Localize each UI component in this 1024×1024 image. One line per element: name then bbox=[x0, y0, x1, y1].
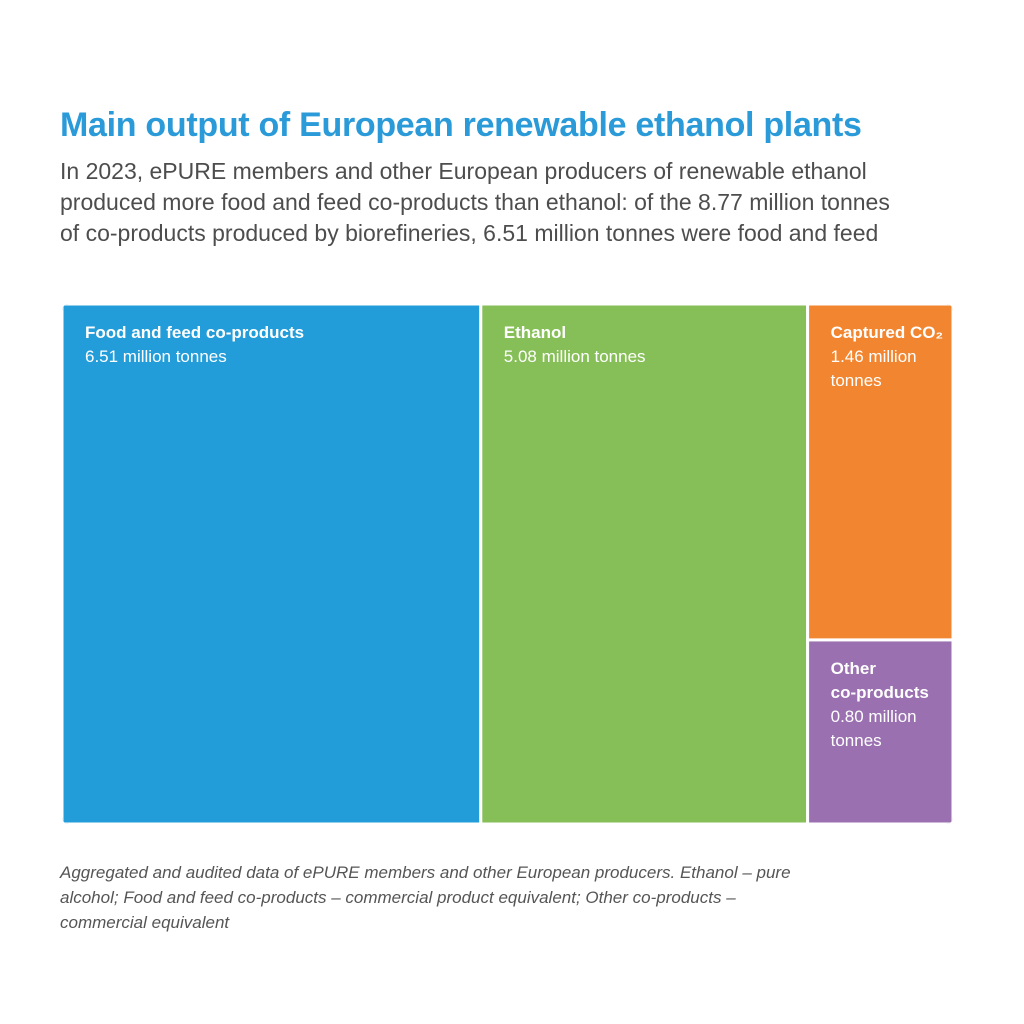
subtitle-line: produced more food and feed co-products … bbox=[60, 189, 890, 215]
footnote-line: Aggregated and audited data of ePURE mem… bbox=[60, 863, 791, 882]
tile-label-other-co-products: co-products bbox=[831, 683, 929, 702]
tile-value-captured-co: tonnes bbox=[831, 371, 882, 390]
chart-subtitle: In 2023, ePURE members and other Europea… bbox=[60, 156, 980, 249]
tile-other-co-products bbox=[806, 638, 953, 824]
tile-value-other-co-products: tonnes bbox=[831, 731, 882, 750]
tile-label-ethanol: Ethanol bbox=[504, 323, 566, 342]
tile-food-and-feed-co-products bbox=[62, 304, 483, 824]
tile-value-food-and-feed-co-products: 6.51 million tonnes bbox=[85, 347, 227, 366]
tile-value-captured-co: 1.46 million bbox=[831, 347, 917, 366]
chart-title: Main output of European renewable ethano… bbox=[60, 106, 862, 144]
footnote-line: alcohol; Food and feed co-products – com… bbox=[60, 888, 736, 907]
subtitle-line: of co-products produced by biorefineries… bbox=[60, 220, 879, 246]
tile-label-captured-co: Captured CO₂ bbox=[831, 323, 943, 342]
tile-value-other-co-products: 0.80 million bbox=[831, 707, 917, 726]
subtitle-line: In 2023, ePURE members and other Europea… bbox=[60, 158, 867, 184]
treemap-tiles bbox=[62, 304, 953, 824]
tile-label-food-and-feed-co-products: Food and feed co-products bbox=[85, 323, 304, 342]
footnote-line: commercial equivalent bbox=[60, 913, 230, 932]
treemap-labels: Food and feed co-products 6.51 million to… bbox=[85, 323, 943, 750]
footnote: Aggregated and audited data of ePURE mem… bbox=[60, 860, 960, 935]
tile-label-other-co-products: Other bbox=[831, 659, 877, 678]
tile-value-ethanol: 5.08 million tonnes bbox=[504, 347, 646, 366]
tile-ethanol bbox=[479, 304, 810, 824]
